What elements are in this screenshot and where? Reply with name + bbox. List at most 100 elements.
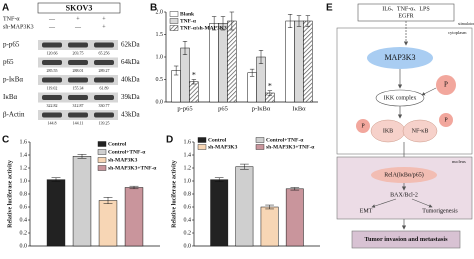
- size-label: 64kDa: [121, 58, 141, 66]
- error-bar: [191, 79, 197, 85]
- y-tick-label: 0.0: [184, 243, 192, 249]
- panel-label: E: [326, 3, 333, 14]
- legend-label: Control: [108, 141, 127, 147]
- outcome-box: [351, 230, 461, 249]
- bar: [210, 179, 229, 247]
- y-axis-title: Relative luciferase activity: [171, 160, 177, 228]
- rela: RelA(IκBα/p65): [384, 171, 424, 178]
- bar: [209, 23, 219, 103]
- error-bar: [51, 177, 61, 182]
- bar: [218, 23, 228, 103]
- quant-label: 203.75: [73, 50, 84, 55]
- blot: TNF-α — + + sh-MAP3K3 — — + p-p65 62kDa 120.66 203.…: [3, 16, 141, 125]
- legend-swatch: [97, 141, 107, 147]
- quant-label: 288.01: [73, 68, 84, 73]
- charts: 0.0 0.5 1.0 1.5 2.0 p-p65 p65 p-IκBα IκBα * * Blank…: [7, 9, 320, 249]
- bar: [303, 20, 313, 103]
- error-bar: [249, 68, 255, 77]
- error-bar: [173, 65, 179, 76]
- kinase-node: [367, 47, 433, 69]
- blot-band: [68, 95, 88, 100]
- error-bar: [211, 16, 217, 31]
- legend-label: sh-MAP3K3+TNF-α: [108, 165, 157, 171]
- legend-swatch: [197, 137, 207, 143]
- legend-label: sh-MAP3K3+TNF-α: [266, 144, 315, 150]
- arrow: [371, 198, 397, 208]
- panel-label: A: [2, 3, 9, 14]
- y-tick-label: 1.0: [156, 54, 164, 60]
- quant-label: 120.66: [47, 50, 58, 55]
- legend-swatch: [255, 137, 265, 143]
- bar: [189, 81, 199, 103]
- bar: [260, 206, 279, 247]
- bax: BAX/Bcl-2: [390, 192, 418, 198]
- legend-swatch: [169, 25, 179, 31]
- condition-label: sh-MAP3K3: [3, 24, 34, 30]
- ikb: IKB: [383, 128, 393, 134]
- bar: [227, 20, 237, 103]
- outcome: Tumor invasion and metastasis: [364, 236, 448, 243]
- protein-label: p65: [3, 58, 14, 66]
- bar: [285, 188, 304, 247]
- error-bar: [240, 163, 249, 170]
- rela-node: [371, 167, 437, 183]
- cytoplasm-label: cytoplasm: [448, 30, 467, 35]
- quant-label: 155.34: [73, 85, 84, 90]
- blot-band: [94, 60, 114, 65]
- error-bar: [287, 14, 293, 28]
- blot-band: [42, 42, 62, 48]
- legend-swatch: [169, 18, 179, 24]
- size-label: 39kDa: [121, 93, 141, 101]
- nfkb: NF-κB: [412, 128, 429, 134]
- panel-label: C: [2, 135, 9, 146]
- blot-band: [68, 112, 88, 118]
- legend-swatch: [97, 165, 107, 171]
- quant-label: 285.55: [47, 68, 58, 73]
- blot-band: [94, 77, 114, 83]
- error-bar: [220, 16, 226, 31]
- y-tick-label: 0.0: [20, 243, 28, 249]
- blot-band: [94, 112, 114, 118]
- condition-label: TNF-α: [3, 16, 20, 22]
- ikk: IKK complex: [384, 95, 417, 101]
- condition-sign: —: [48, 24, 56, 30]
- y-tick-label: 0.6: [184, 204, 192, 210]
- y-tick-label: 1.6: [20, 139, 28, 145]
- size-label: 43kDa: [121, 111, 141, 119]
- y-tick-label: 0.4: [20, 217, 28, 223]
- blot-band: [94, 42, 114, 48]
- phospho: P: [444, 81, 448, 89]
- bar: [235, 166, 254, 247]
- legend-label: sh-MAP3K3: [108, 157, 138, 163]
- y-tick-label: 1.4: [20, 152, 28, 158]
- legend-label: Blank: [180, 11, 195, 17]
- quant-label: 139.25: [99, 120, 110, 125]
- bar: [180, 47, 190, 103]
- quant-label: 330.77: [99, 103, 110, 108]
- blot-band: [68, 77, 88, 83]
- x-tick-label: p65: [218, 105, 228, 112]
- legend-swatch: [169, 11, 179, 17]
- quant-label: 61.89: [100, 85, 109, 90]
- annotation: *: [268, 82, 272, 91]
- error-bar: [265, 204, 274, 210]
- nucleus-label: nucleus: [452, 159, 466, 164]
- legend-label: TNF-α: [180, 18, 197, 24]
- quant-label: 119.02: [47, 85, 58, 90]
- error-bar: [290, 187, 300, 191]
- y-tick-label: 1.4: [184, 152, 192, 158]
- phospho: P: [361, 123, 365, 129]
- error-bar: [305, 15, 311, 27]
- panel-label: D: [166, 135, 173, 146]
- bar: [98, 200, 118, 247]
- protein-label: p-p65: [3, 41, 20, 49]
- diagram: IL6、TNF-α、LPS EGFR stimulator cytoplasm …: [336, 3, 474, 249]
- error-bar: [296, 15, 302, 27]
- bar: [285, 20, 295, 103]
- y-tick-label: 1.2: [20, 165, 28, 171]
- bar: [124, 187, 144, 247]
- stimulus: IL6、TNF-α、LPS: [382, 6, 429, 12]
- legend-label: Control+TNF-α: [108, 149, 146, 155]
- bar: [46, 179, 66, 247]
- y-tick-label: 0.0: [156, 99, 164, 105]
